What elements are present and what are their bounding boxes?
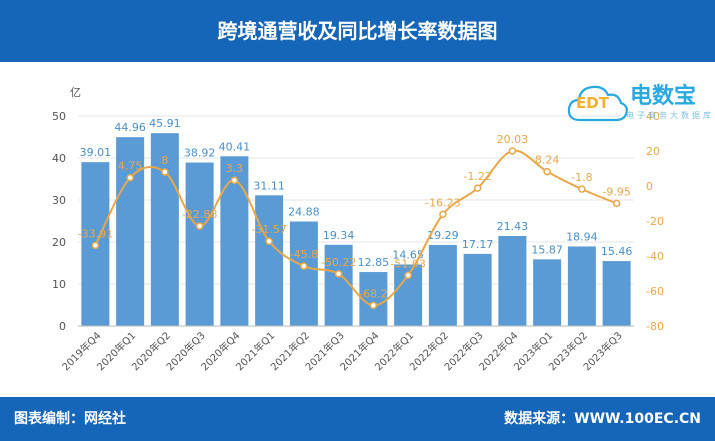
cloud-logo-icon <box>567 85 628 122</box>
growth-rate-label: -51.03 <box>390 257 425 270</box>
y2-tick-label: 20 <box>646 145 660 158</box>
revenue-bar <box>220 156 249 326</box>
revenue-bar <box>185 162 214 326</box>
y2-tick-label: 40 <box>646 110 660 123</box>
growth-rate-label: -33.91 <box>78 227 113 240</box>
growth-rate-label: -50.22 <box>321 256 356 269</box>
growth-rate-label: 8 <box>161 154 168 167</box>
footer-compiler: 图表编制：网经社 <box>14 411 126 427</box>
growth-rate-label: -68.2 <box>359 287 387 300</box>
revenue-bar <box>359 272 388 326</box>
growth-rate-label: -1.22 <box>463 170 491 183</box>
bar-value-label: 19.29 <box>427 229 459 242</box>
revenue-bar <box>567 246 596 326</box>
growth-rate-point <box>578 185 586 193</box>
bar-value-label: 19.34 <box>323 229 355 242</box>
bar-value-label: 15.87 <box>531 243 563 256</box>
growth-rate-point <box>473 184 482 192</box>
growth-rate-line <box>94 149 618 307</box>
bar-value-label: 39.01 <box>80 146 112 159</box>
bar-value-label: 31.11 <box>253 179 285 192</box>
growth-rate-point <box>161 168 169 176</box>
growth-rate-point <box>334 270 343 278</box>
bar-value-label: 24.88 <box>288 206 320 219</box>
bar-value-label: 21.43 <box>497 220 529 233</box>
bar-value-label: 14.65 <box>392 248 424 261</box>
logo-badge: EDT <box>576 94 609 112</box>
footer-source: 数据来源：WWW.100EC.CN <box>504 411 701 427</box>
revenue-bar <box>150 133 179 326</box>
bar-value-label: 18.94 <box>566 230 598 243</box>
y2-tick-label: -20 <box>646 215 664 228</box>
y-axis-unit: 亿 <box>70 86 81 99</box>
footer-bar: 图表编制：网经社 数据来源：WWW.100EC.CN <box>0 397 715 441</box>
growth-rate-point <box>369 301 378 310</box>
growth-rate-label: -31.57 <box>251 223 286 236</box>
growth-rate-label: -1.8 <box>571 171 592 184</box>
revenue-bar <box>428 244 457 326</box>
bar-value-label: 15.46 <box>601 245 633 258</box>
revenue-bar <box>498 235 527 326</box>
y2-tick-label: -60 <box>646 285 664 298</box>
y2-tick-label: 0 <box>646 180 653 193</box>
title-bar: 跨境通营收及同比增长率数据图 <box>0 0 715 62</box>
bar-value-label: 45.91 <box>149 117 181 130</box>
y2-tick-label: -40 <box>646 250 664 263</box>
growth-rate-label: -16.23 <box>425 196 460 209</box>
logo-name: 电数宝 <box>630 84 697 109</box>
growth-rate-point <box>300 262 308 270</box>
y-tick-label: 40 <box>52 152 66 165</box>
y-tick-label: 50 <box>52 110 66 123</box>
bar-value-label: 12.85 <box>358 256 390 269</box>
bar-value-label: 38.92 <box>184 147 216 160</box>
y-tick-label: 10 <box>52 278 66 291</box>
y2-tick-label: -80 <box>646 320 664 333</box>
growth-rate-point <box>265 237 273 245</box>
revenue-bar <box>116 137 145 326</box>
growth-rate-label: -45.8 <box>290 248 318 261</box>
growth-rate-point <box>404 271 412 280</box>
growth-rate-point <box>508 147 517 155</box>
growth-rate-label: 8.24 <box>535 154 560 167</box>
bar-value-label: 17.17 <box>462 238 494 251</box>
y-tick-label: 0 <box>59 320 66 333</box>
y-tick-label: 30 <box>52 194 66 207</box>
growth-rate-label: -9.95 <box>602 185 630 198</box>
revenue-bar <box>533 259 562 326</box>
growth-rate-label: 3.3 <box>226 162 244 175</box>
growth-rate-point <box>195 222 204 230</box>
growth-rate-label: 4.75 <box>118 160 143 173</box>
revenue-bar <box>324 244 353 326</box>
logo: EDT 电数宝 电子商务大数据库 <box>566 70 711 130</box>
growth-rate-point <box>543 167 551 176</box>
growth-rate-label: -22.88 <box>182 208 217 221</box>
bar-value-label: 40.41 <box>219 140 251 153</box>
growth-rate-point <box>230 176 239 184</box>
revenue-bar <box>602 261 631 326</box>
revenue-bar <box>463 253 492 326</box>
growth-rate-label: 20.03 <box>497 133 529 146</box>
logo-subtitle: 电子商务大数据库 <box>626 111 714 120</box>
growth-rate-point <box>91 241 100 250</box>
chart-title: 跨境通营收及同比增长率数据图 <box>217 19 498 43</box>
revenue-bar <box>255 195 284 326</box>
revenue-bar <box>289 221 318 326</box>
y-tick-label: 20 <box>52 236 66 249</box>
growth-rate-point <box>126 173 134 182</box>
growth-rate-point <box>439 210 447 219</box>
bar-value-label: 44.96 <box>114 121 146 134</box>
growth-rate-point <box>612 199 621 208</box>
